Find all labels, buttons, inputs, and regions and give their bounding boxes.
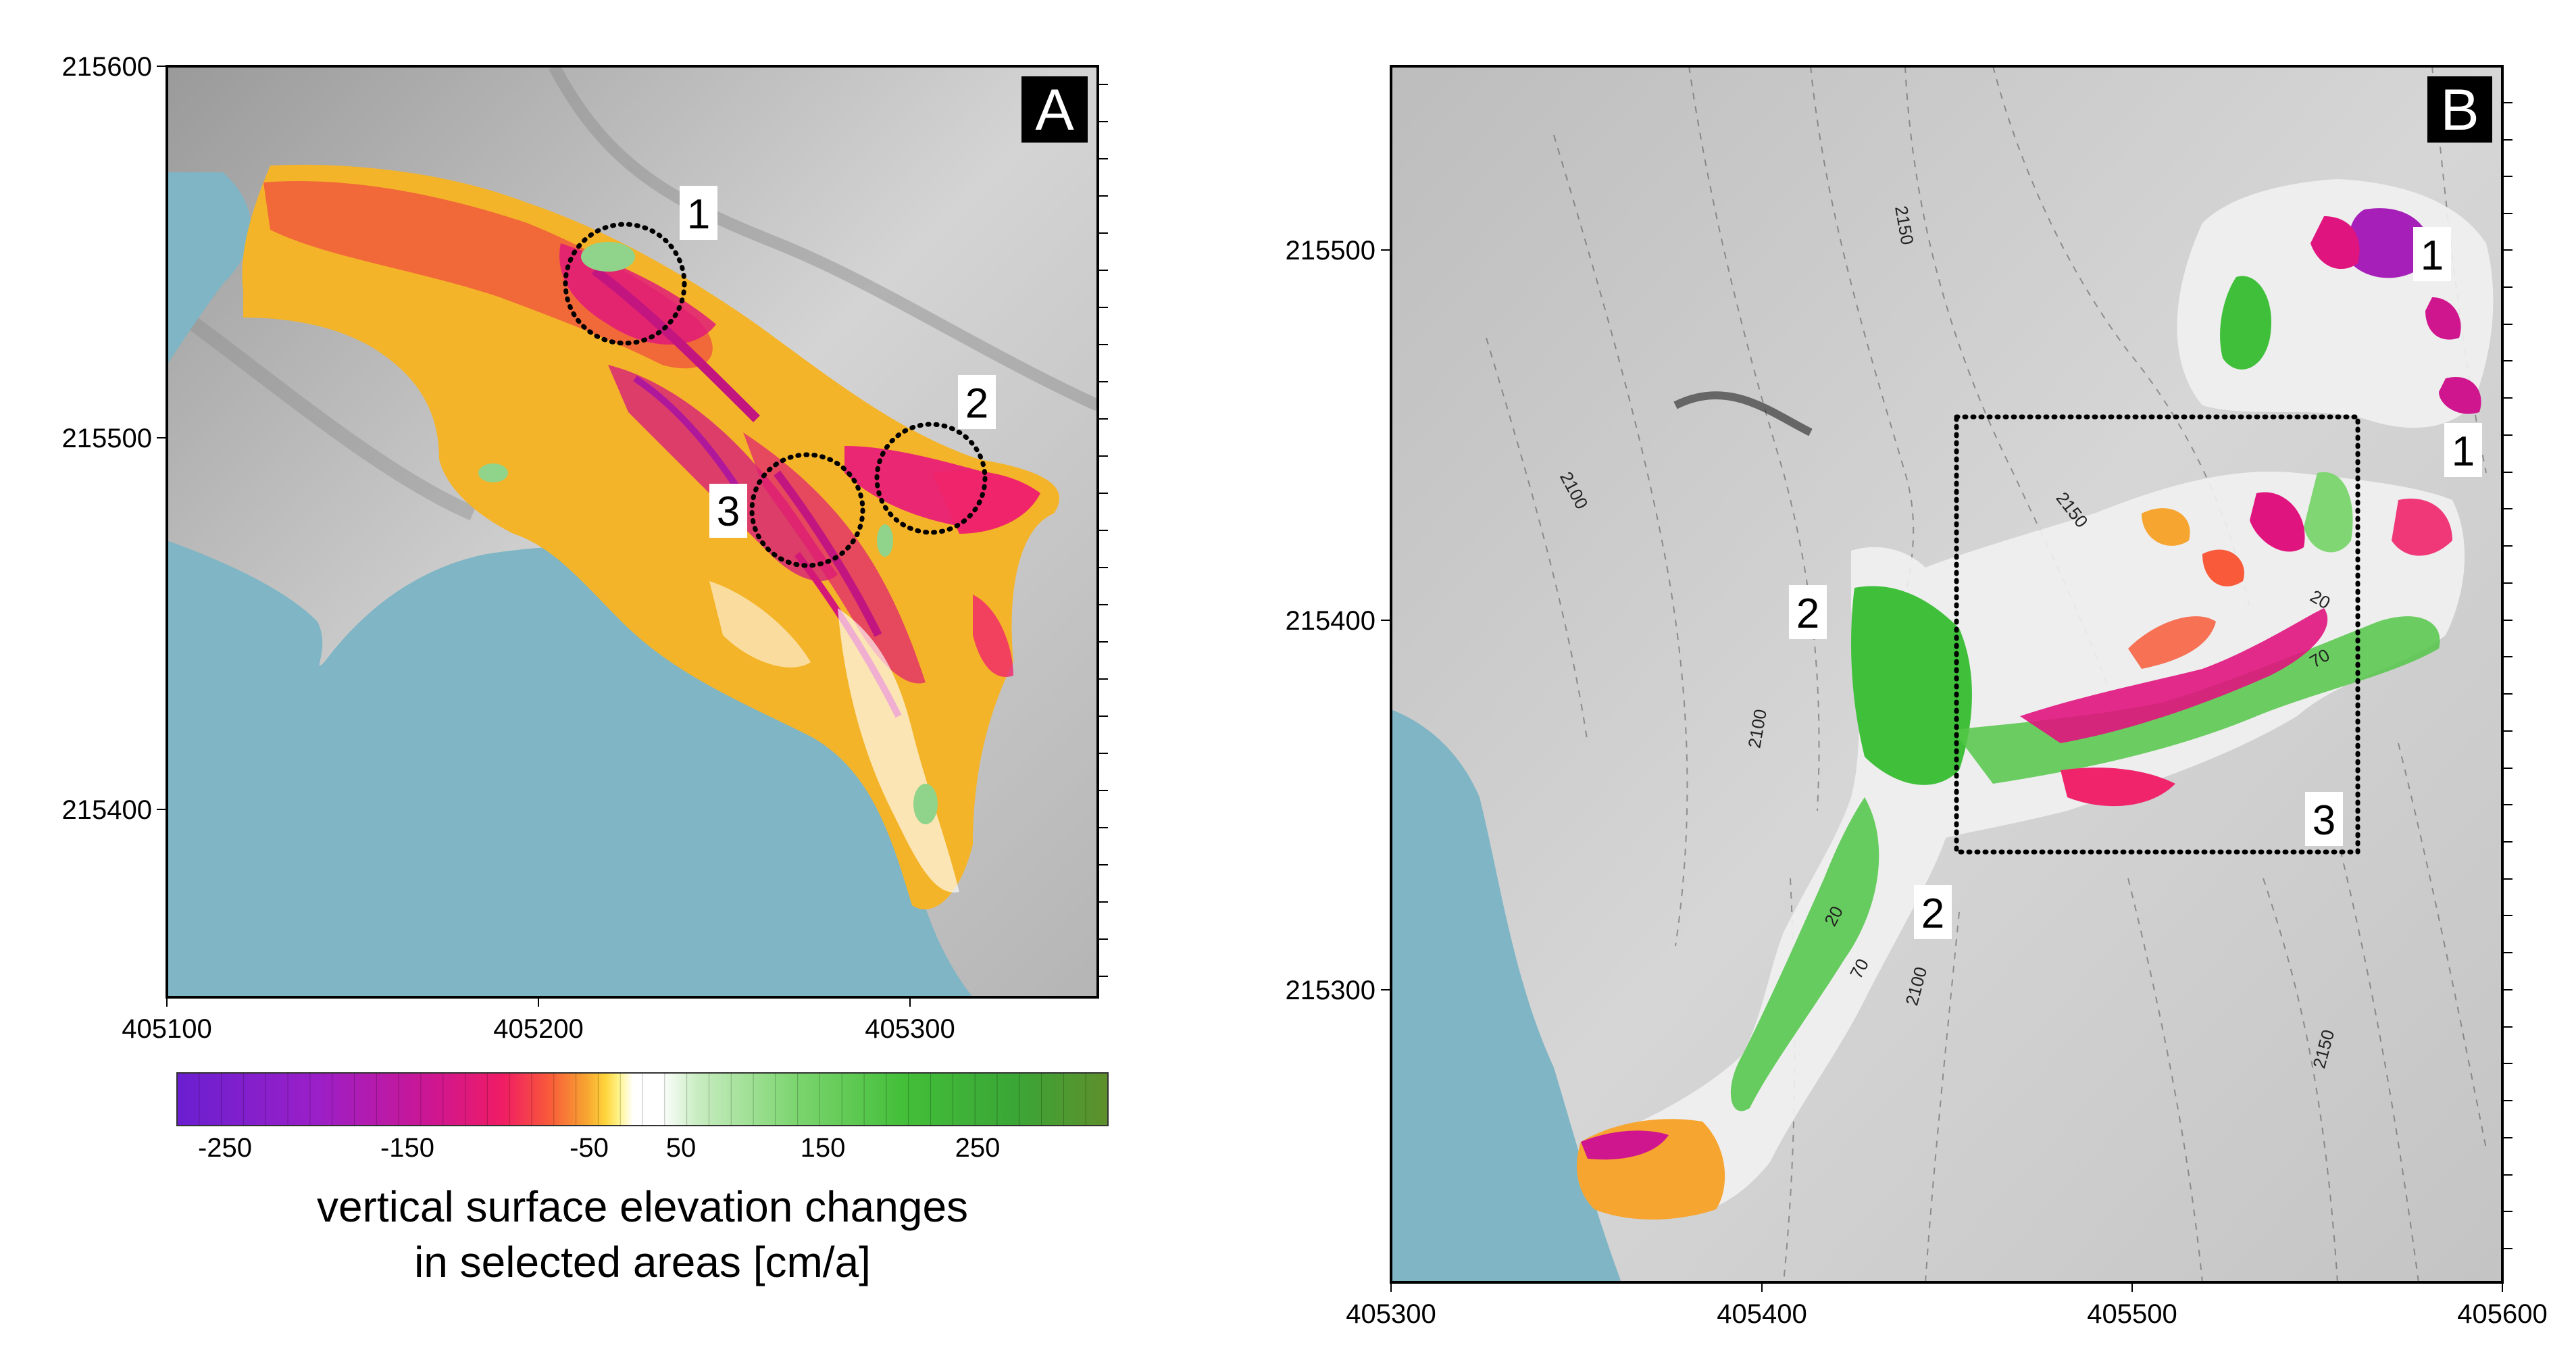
colorbar-tick: -150 xyxy=(380,1133,434,1163)
panel-a-frame xyxy=(166,65,1099,999)
panel-a-marker-box xyxy=(680,186,717,240)
colorbar-caption-line1: vertical surface elevation changes xyxy=(317,1182,968,1231)
panel-b-marker-2: 2 xyxy=(1796,591,1819,637)
panel-b-marker-3: 3 xyxy=(2313,797,2335,844)
panel-b-label: B xyxy=(2440,78,2479,143)
panel-b-loss-zone xyxy=(2439,377,2481,414)
panel-a-x-tick: 405200 xyxy=(493,1014,583,1044)
colorbar-caption-line2: in selected areas [cm/a] xyxy=(414,1238,871,1286)
panel-a: 215600 215500 215400 405100 405200 40530… xyxy=(62,52,1108,1044)
panel-b-map: 2150 2100 2150 2100 2100 2150 20 70 20 7… xyxy=(1391,66,2502,1282)
panel-b-loss-zone xyxy=(2202,549,2244,586)
panel-b-loss-zone xyxy=(2250,492,2305,552)
panel-a-streak xyxy=(591,266,760,422)
panel-a-lake-upper xyxy=(167,172,251,365)
panel-b-gain-zone xyxy=(1730,797,1879,1111)
panel-a-y-tick: 215600 xyxy=(62,52,152,82)
panel-b-toe-loss xyxy=(1581,1130,1669,1160)
panel-b-gain-zone xyxy=(2304,472,2353,553)
panel-a-ticks xyxy=(157,66,1108,1007)
panel-b-frame xyxy=(1390,65,2504,1284)
panel-a-stable-area xyxy=(709,581,811,668)
panel-b-ticks xyxy=(1381,102,2512,1292)
panel-a-label: A xyxy=(1035,78,1074,143)
colorbar-tick: 50 xyxy=(666,1133,697,1163)
panel-a-loss-zone xyxy=(932,470,1040,534)
panel-a-marker-2: 2 xyxy=(965,380,988,427)
panel-b-y-tick: 215500 xyxy=(1286,236,1375,266)
panel-b-loss-zone xyxy=(2425,297,2461,340)
panel-b-focus-rectangle xyxy=(1954,414,2360,855)
panel-b: 2150 2100 2150 2100 2100 2150 20 70 20 7… xyxy=(1286,65,2548,1329)
panel-a-gain-patch xyxy=(581,242,635,272)
colorbar-gradient xyxy=(176,1072,1109,1126)
panel-b-lake xyxy=(1391,709,1621,1282)
panel-a-x-tick: 405100 xyxy=(122,1014,211,1044)
panel-b-y-tick: 215300 xyxy=(1286,976,1375,1005)
panel-a-gain-patch xyxy=(478,463,508,482)
panel-b-gain-zone xyxy=(1851,586,1972,785)
panel-b-marker-box xyxy=(2413,227,2451,281)
panel-b-loss-zone xyxy=(2142,508,2190,546)
colorbar-tick: 250 xyxy=(955,1133,1001,1163)
panel-a-y-tick: 215400 xyxy=(62,795,152,825)
panel-a-marker-circle-3 xyxy=(749,452,865,568)
panel-a-x-tick: 405300 xyxy=(865,1014,955,1044)
panel-b-marker-box xyxy=(2305,792,2343,846)
panel-b-loss-zone xyxy=(2128,616,2216,669)
panel-a-streak xyxy=(633,375,740,488)
panel-b-loss-zone xyxy=(2348,208,2432,278)
panel-a-loss-zone xyxy=(608,365,838,581)
panel-a-y-tick: 215500 xyxy=(62,424,152,453)
panel-b-marker-box xyxy=(1914,885,1952,939)
panel-a-marker-3: 3 xyxy=(717,488,740,535)
panel-b-loss-zone xyxy=(2061,768,2175,807)
panel-a-marker-circle-2 xyxy=(874,422,988,535)
panel-b-x-tick: 405400 xyxy=(1717,1299,1807,1329)
panel-b-x-tick: 405300 xyxy=(1346,1299,1436,1329)
panel-b-gain-zone xyxy=(2220,276,2271,370)
colorbar-tick: 150 xyxy=(801,1133,846,1163)
panel-a-map xyxy=(167,66,1098,997)
panel-b-label-box xyxy=(2427,76,2492,143)
panel-b-y-tick: 215400 xyxy=(1286,606,1375,636)
panel-a-ridge xyxy=(549,66,1098,411)
panel-b-marker-1: 1 xyxy=(2421,232,2444,279)
panel-b-x-tick: 405500 xyxy=(2087,1299,2177,1329)
panel-a-loss-zone xyxy=(973,595,1013,677)
panel-a-marker-1: 1 xyxy=(687,191,710,238)
panel-b-marker-box xyxy=(2444,423,2482,477)
panel-b-x-tick: 405600 xyxy=(2457,1299,2547,1329)
panel-a-marker-circle-1 xyxy=(563,222,687,346)
panel-a-ridge xyxy=(167,298,476,521)
panel-b-loss-zone xyxy=(2310,216,2360,270)
panel-a-marker-box xyxy=(709,484,747,538)
panel-b-loss-zone xyxy=(2392,499,2452,556)
panel-a-loss-zone xyxy=(263,181,713,369)
panel-a-label-box xyxy=(1021,76,1088,143)
panel-a-gain-patch xyxy=(877,524,893,557)
panel-a-streak xyxy=(774,470,882,637)
panel-b-marker-box xyxy=(1789,585,1827,639)
colorbar-dividers xyxy=(199,1073,1086,1126)
panel-a-landslide xyxy=(242,164,1060,910)
panel-b-scarp xyxy=(1673,391,1813,436)
panel-a-marker-box xyxy=(958,375,996,429)
colorbar-tick: -250 xyxy=(198,1133,252,1163)
panel-b-marker-2b: 2 xyxy=(1921,890,1944,937)
panel-b-loss-zone xyxy=(2020,608,2328,743)
colorbar-tick: -50 xyxy=(570,1133,609,1163)
colorbar: -250 -150 -50 50 150 250 vertical surfac… xyxy=(176,1072,1109,1286)
panel-b-marker-1b: 1 xyxy=(2452,428,2475,475)
panel-a-gain-patch xyxy=(913,784,938,824)
